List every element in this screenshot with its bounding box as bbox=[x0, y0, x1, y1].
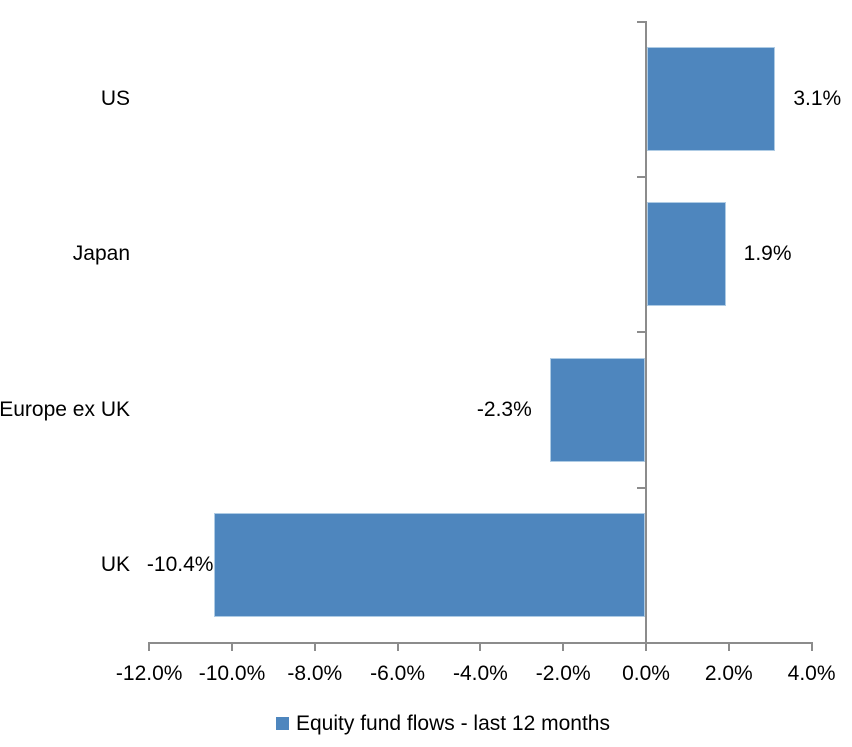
x-axis-tick-label: -10.0% bbox=[198, 662, 266, 685]
x-axis-tick bbox=[396, 644, 399, 651]
category-tick bbox=[637, 175, 645, 178]
x-axis-tick-label: 2.0% bbox=[704, 662, 753, 685]
category-tick bbox=[637, 331, 645, 333]
x-axis-tick bbox=[479, 644, 482, 651]
legend-marker-icon bbox=[276, 717, 289, 730]
x-axis-tick-label: -12.0% bbox=[115, 662, 183, 685]
x-axis-tick bbox=[313, 644, 316, 651]
x-axis-tick-label: -2.0% bbox=[535, 662, 591, 685]
x-axis-tick-label: 4.0% bbox=[787, 662, 836, 685]
legend-label: Equity fund flows - last 12 months bbox=[296, 711, 610, 735]
x-axis-tick-label: -8.0% bbox=[287, 662, 343, 685]
category-label-us: US bbox=[100, 86, 130, 110]
x-axis-tick-label: 0.0% bbox=[622, 662, 670, 685]
y-axis-line bbox=[645, 21, 647, 643]
category-label-uk: UK bbox=[100, 553, 130, 577]
x-axis-line bbox=[148, 642, 813, 644]
category-tick bbox=[637, 486, 645, 489]
bar-japan bbox=[647, 202, 726, 307]
x-axis-tick-label: -6.0% bbox=[370, 662, 426, 685]
x-axis-tick bbox=[645, 644, 647, 651]
data-label-us: 3.1% bbox=[793, 86, 842, 110]
legend: Equity fund flows - last 12 months bbox=[276, 711, 610, 736]
category-tick bbox=[637, 21, 645, 23]
data-label-japan: 1.9% bbox=[743, 242, 792, 266]
bar-uk bbox=[214, 513, 645, 618]
bar-europe-ex-uk bbox=[549, 357, 645, 462]
x-axis-tick bbox=[148, 644, 151, 651]
x-axis-tick-label: -4.0% bbox=[452, 662, 508, 685]
x-axis-tick bbox=[562, 644, 565, 651]
category-label-europe-ex-uk: Europe ex UK bbox=[0, 397, 130, 421]
category-label-japan: Japan bbox=[72, 242, 130, 266]
x-axis-tick bbox=[810, 644, 813, 651]
data-label-europe-ex-uk: -2.3% bbox=[476, 397, 532, 421]
x-axis-tick bbox=[727, 644, 730, 651]
bar-us bbox=[647, 46, 776, 151]
data-label-uk: -10.4% bbox=[146, 553, 214, 577]
x-axis-tick bbox=[231, 644, 233, 651]
